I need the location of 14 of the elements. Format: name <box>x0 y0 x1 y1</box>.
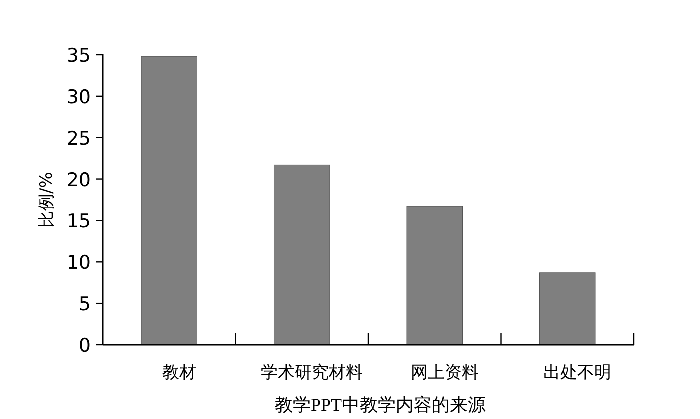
y-tick-label: 30 <box>66 86 91 108</box>
x-tick-label: 网上资料 <box>410 363 479 383</box>
y-tick-label: 35 <box>66 45 91 67</box>
x-axis-title: 教学PPT中教学内容的来源 <box>274 395 486 415</box>
x-tick-label: 出处不明 <box>544 363 612 383</box>
y-tick-label: 5 <box>78 294 91 316</box>
y-tick-label: 10 <box>66 252 91 274</box>
y-tick-label: 0 <box>78 335 91 357</box>
y-tick-label: 20 <box>66 169 91 192</box>
x-tick-label: 学术研究材料 <box>261 363 364 383</box>
y-tick-label: 25 <box>66 128 91 150</box>
x-tick-label: 教材 <box>162 363 196 383</box>
y-tick-label: 15 <box>66 210 91 233</box>
y-axis-title: 比例/% <box>37 172 57 228</box>
